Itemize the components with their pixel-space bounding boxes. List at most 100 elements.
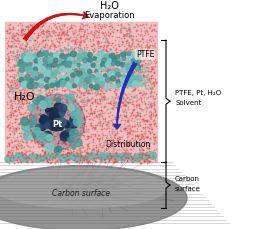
Point <box>76 43 81 46</box>
Point <box>135 118 139 121</box>
Point <box>107 150 111 153</box>
Point <box>7 44 11 47</box>
Point <box>38 27 42 31</box>
Point <box>149 112 153 116</box>
Point <box>77 90 81 94</box>
Point <box>71 47 76 51</box>
Point <box>45 159 49 163</box>
Point <box>102 104 106 108</box>
Circle shape <box>117 83 121 87</box>
Point <box>127 76 132 80</box>
Point <box>151 157 155 160</box>
Point <box>45 49 49 53</box>
Point <box>53 46 57 49</box>
Point <box>67 150 71 154</box>
Point <box>134 105 138 109</box>
Point <box>107 152 111 156</box>
Point <box>85 142 89 146</box>
Point <box>20 101 24 104</box>
Point <box>19 88 23 92</box>
Point <box>4 69 8 73</box>
Point <box>152 27 156 31</box>
Point <box>66 134 70 138</box>
Point <box>17 84 21 88</box>
Point <box>80 106 84 110</box>
Point <box>46 76 50 80</box>
Point <box>93 35 98 39</box>
Point <box>118 140 122 144</box>
Point <box>127 53 132 56</box>
Point <box>148 137 153 140</box>
Point <box>35 107 39 111</box>
Point <box>97 120 102 123</box>
Point <box>101 75 105 79</box>
Point <box>67 97 71 100</box>
Point <box>126 27 131 31</box>
Point <box>43 111 47 115</box>
Point <box>46 160 51 164</box>
Point <box>61 31 65 34</box>
Point <box>52 117 56 120</box>
Point <box>98 55 103 59</box>
Point <box>150 87 154 90</box>
Point <box>13 97 17 101</box>
Point <box>85 158 89 162</box>
Circle shape <box>75 155 82 162</box>
Point <box>24 154 28 158</box>
Circle shape <box>91 63 96 68</box>
Point <box>99 54 104 58</box>
Point <box>130 37 134 41</box>
Point <box>114 157 118 161</box>
Point <box>61 79 66 82</box>
Point <box>120 155 124 158</box>
Circle shape <box>28 104 35 112</box>
Point <box>37 113 41 116</box>
Point <box>25 155 30 159</box>
Point <box>110 94 114 98</box>
Point <box>149 76 153 80</box>
Point <box>32 100 36 104</box>
Point <box>13 117 17 121</box>
Point <box>99 79 103 82</box>
Point <box>25 25 29 28</box>
Point <box>45 34 49 38</box>
Point <box>120 86 124 90</box>
Point <box>9 115 13 119</box>
Point <box>78 46 83 50</box>
Point <box>80 118 84 122</box>
Point <box>38 48 42 52</box>
Point <box>117 156 121 160</box>
Point <box>15 31 19 35</box>
Point <box>39 46 43 50</box>
Circle shape <box>43 51 48 56</box>
Point <box>103 153 107 157</box>
Point <box>38 70 42 74</box>
Point <box>56 69 60 73</box>
Point <box>108 69 112 73</box>
Point <box>103 155 107 158</box>
Point <box>39 94 43 98</box>
Point <box>95 101 99 105</box>
Point <box>33 127 38 131</box>
Point <box>95 35 99 39</box>
Point <box>153 96 157 100</box>
Point <box>61 81 65 85</box>
Point <box>10 153 14 157</box>
Point <box>20 107 24 110</box>
Point <box>11 126 15 130</box>
Point <box>145 119 149 123</box>
Point <box>26 156 31 160</box>
Point <box>26 136 30 139</box>
Point <box>24 82 28 85</box>
Point <box>26 131 30 135</box>
Point <box>99 105 103 109</box>
Point <box>21 155 25 159</box>
Point <box>99 62 104 66</box>
Point <box>122 138 126 142</box>
Point <box>112 133 116 137</box>
Point <box>29 137 33 141</box>
Point <box>93 132 97 136</box>
Point <box>89 135 93 139</box>
Point <box>127 127 131 131</box>
Point <box>106 65 110 69</box>
